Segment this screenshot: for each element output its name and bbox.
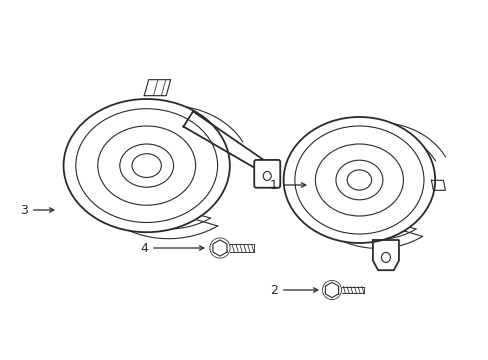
Polygon shape	[372, 240, 398, 270]
Text: 4: 4	[140, 242, 203, 255]
Text: 2: 2	[269, 284, 317, 297]
Polygon shape	[144, 80, 170, 96]
Polygon shape	[230, 244, 253, 252]
FancyBboxPatch shape	[254, 160, 280, 188]
Polygon shape	[430, 180, 445, 190]
Polygon shape	[341, 287, 363, 293]
Text: 3: 3	[20, 203, 54, 216]
Ellipse shape	[283, 117, 434, 243]
Text: 1: 1	[269, 179, 305, 192]
Ellipse shape	[63, 99, 229, 232]
Polygon shape	[213, 240, 226, 256]
Polygon shape	[325, 282, 338, 298]
Polygon shape	[183, 111, 269, 174]
